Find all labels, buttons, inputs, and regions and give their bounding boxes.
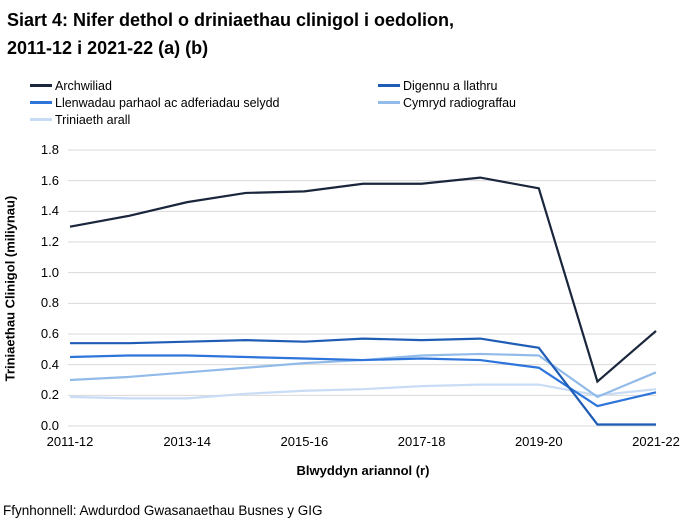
chart-title-line1: Siart 4: Nifer dethol o driniaethau clin… — [7, 10, 455, 30]
legend-item-2: Digennu a llathru — [378, 79, 516, 93]
y-tick-label: 0.0 — [40, 418, 59, 433]
y-tick-label: 1.6 — [40, 172, 59, 188]
legend-item-4: Cymryd radiograffau — [378, 96, 516, 110]
y-tick-label: 0.4 — [40, 356, 59, 372]
y-tick-label: 1.8 — [40, 142, 59, 157]
series-line-archwiliad — [69, 176, 657, 384]
series-line-llenwadau-parhaol-ac-adferiadau-selydd — [69, 354, 657, 408]
y-tick-label: 1.2 — [40, 234, 59, 249]
y-tick-label: 1.0 — [40, 264, 59, 280]
legend-label: Digennu a llathru — [403, 78, 498, 93]
legend-line-swatch — [30, 118, 52, 121]
y-axis-title: Triniaethau Clinigol (miliynau) — [2, 195, 18, 382]
legend-item-1: Archwiliad — [30, 79, 378, 93]
x-tick-label: 2017-18 — [397, 434, 446, 449]
y-tick-label: 1.4 — [40, 203, 59, 219]
x-tick-label: 2021-22 — [632, 434, 680, 449]
legend-item-3: Llenwadau parhaol ac adferiadau selydd — [30, 96, 378, 110]
series-line-triniaeth-arall — [69, 383, 657, 400]
x-tick-label: 2015-16 — [280, 434, 329, 449]
x-axis-title: Blwyddyn ariannol (r) — [296, 463, 430, 478]
legend-line-swatch — [30, 84, 52, 87]
x-tick-label: 2019-20 — [514, 434, 563, 449]
legend-label: Archwiliad — [55, 78, 112, 93]
y-tick-label: 0.2 — [40, 387, 59, 403]
legend-line-swatch — [378, 101, 400, 104]
line-chart-plot — [68, 149, 657, 427]
chart-title: Siart 4: Nifer dethol o driniaethau clin… — [7, 6, 667, 62]
legend-label: Cymryd radiograffau — [403, 95, 517, 110]
legend-line-swatch — [378, 84, 400, 87]
legend-line-swatch — [30, 101, 52, 104]
source-note: Ffynhonnell: Awdurdod Gwasanaethau Busne… — [3, 503, 323, 518]
legend-label: Llenwadau parhaol ac adferiadau selydd — [55, 95, 280, 110]
chart-title-line2: 2011-12 i 2021-22 (a) (b) — [7, 38, 209, 58]
x-tick-label: 2011-12 — [46, 434, 94, 449]
y-tick-label: 0.8 — [40, 295, 59, 311]
legend-item-5: Triniaeth arall — [30, 113, 378, 127]
series-line-digennu-a-llathru — [70, 337, 656, 426]
x-tick-label: 2013-14 — [163, 434, 212, 449]
chart-legend: Archwiliad Digennu a llathru Llenwadau par… — [30, 77, 516, 128]
legend-label: Triniaeth arall — [55, 112, 131, 127]
y-tick-label: 0.6 — [40, 326, 59, 341]
